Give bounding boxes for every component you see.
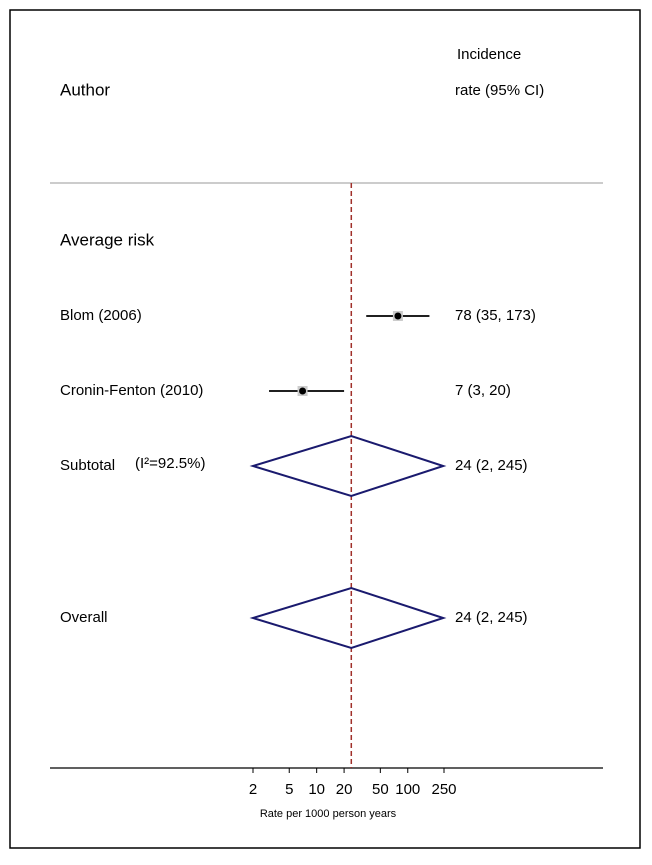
estimate-label: 24 (2, 245) [455, 609, 528, 626]
pooled-diamond [249, 434, 447, 498]
estimate-label: 24 (2, 245) [455, 457, 528, 474]
x-tick-label: 50 [372, 781, 389, 798]
x-tick-label: 20 [336, 781, 353, 798]
estimate-label: 7 (3, 20) [455, 382, 511, 399]
x-tick-label: 10 [308, 781, 325, 798]
study-label: Cronin-Fenton (2010) [60, 382, 203, 399]
column-header: Author [60, 80, 110, 99]
point-estimate [394, 312, 402, 320]
study-label: Blom (2006) [60, 307, 142, 324]
x-tick-label: 250 [431, 781, 456, 798]
subtotal-label: Subtotal [60, 457, 115, 474]
x-tick-label: 100 [395, 781, 420, 798]
frame [9, 9, 641, 849]
point-estimate [299, 387, 307, 395]
column-header: Incidence [457, 46, 521, 63]
column-header: rate (95% CI) [455, 82, 544, 99]
x-tick-label: 2 [249, 781, 257, 798]
pooled-diamond [249, 586, 447, 650]
estimate-label: 78 (35, 173) [455, 307, 536, 324]
heterogeneity-label: (I²=92.5%) [135, 455, 205, 472]
group-label: Average risk [60, 230, 155, 249]
x-axis-label: Rate per 1000 person years [260, 808, 397, 820]
overall-label: Overall [60, 609, 108, 626]
x-tick-label: 5 [285, 781, 293, 798]
